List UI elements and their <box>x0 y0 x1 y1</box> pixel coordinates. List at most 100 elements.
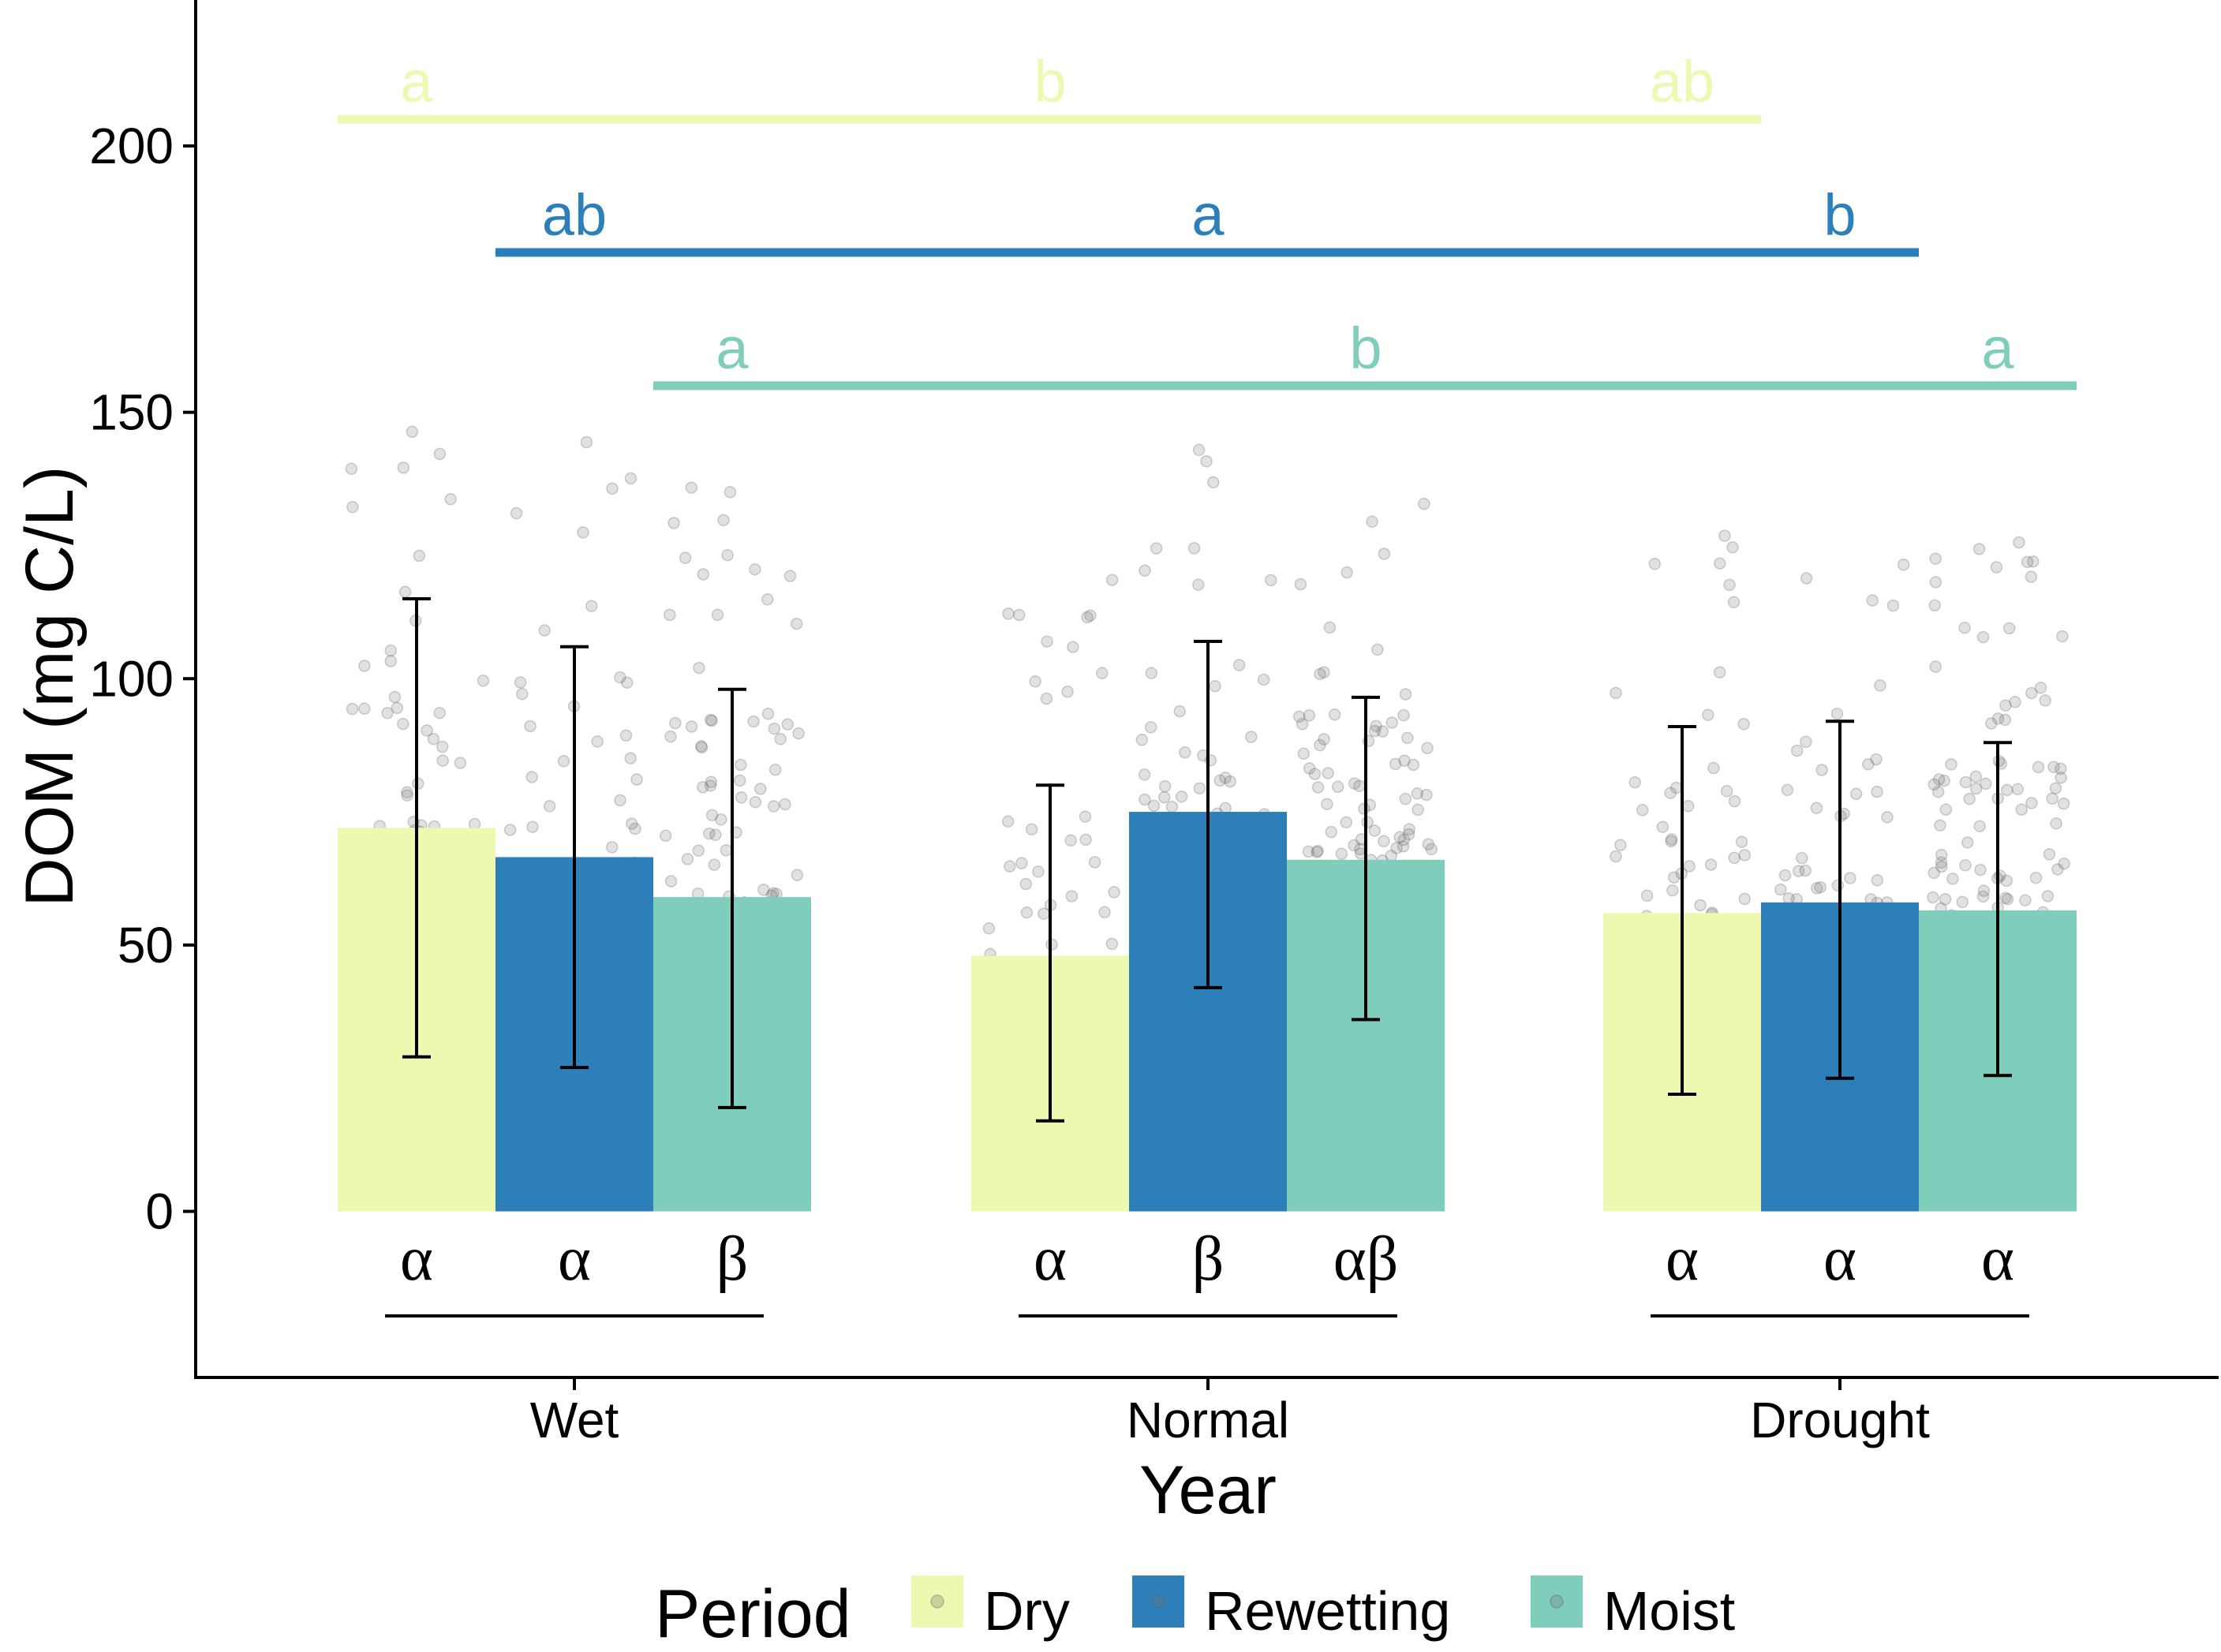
error-bar-dry-wet <box>402 596 431 1059</box>
data-point <box>2043 848 2056 861</box>
data-point <box>1224 775 1236 788</box>
data-point <box>1399 792 1412 805</box>
data-point <box>1371 643 1384 656</box>
legend-title: Period <box>655 1576 851 1648</box>
data-point <box>1040 692 1053 705</box>
data-point <box>1800 735 1812 749</box>
data-point <box>2013 536 2025 549</box>
data-point <box>1402 828 1415 841</box>
data-point <box>724 486 737 499</box>
data-point <box>2046 792 2058 805</box>
data-point <box>1999 891 2012 904</box>
data-point <box>1397 708 1410 722</box>
data-point <box>1726 541 1739 554</box>
y-tick-label: 0 <box>145 1183 174 1240</box>
data-point <box>693 661 705 675</box>
data-point <box>1179 746 1191 759</box>
data-point <box>1990 561 2003 574</box>
letter-dry-drought: ab <box>1650 49 1714 114</box>
data-point <box>1002 607 1015 620</box>
data-point <box>1019 877 1033 891</box>
data-point <box>749 563 761 576</box>
data-point <box>1173 705 1187 718</box>
data-point <box>427 732 440 746</box>
data-point <box>1866 594 1879 607</box>
data-point <box>783 570 797 582</box>
data-point <box>1265 574 1277 587</box>
legend: Period Dry Rewetting Moist <box>655 1575 1735 1652</box>
data-point <box>735 758 747 772</box>
data-point <box>711 608 724 622</box>
data-point <box>1795 851 1808 865</box>
data-point <box>1366 515 1378 528</box>
data-point <box>1728 794 1741 808</box>
data-point <box>1683 860 1696 873</box>
data-point <box>346 702 359 716</box>
data-point <box>1219 772 1232 784</box>
data-point <box>1831 879 1845 892</box>
data-point <box>1977 884 1991 897</box>
data-point <box>791 869 804 881</box>
data-point <box>1871 785 1883 798</box>
legend-label-dry: Dry <box>984 1580 1070 1642</box>
data-point <box>1411 787 1424 800</box>
data-point <box>1886 599 1900 612</box>
greek-letter-wet-rewetting: α <box>558 1224 591 1294</box>
data-point <box>1628 776 1641 789</box>
data-point <box>1322 767 1334 779</box>
data-point <box>1881 811 1894 824</box>
data-point <box>1614 839 1627 851</box>
data-point <box>1213 774 1227 787</box>
data-point <box>1946 873 1959 885</box>
data-point <box>1314 738 1326 752</box>
data-point <box>1376 725 1389 738</box>
data-point <box>629 822 641 835</box>
data-point <box>1929 660 1942 673</box>
data-point <box>2032 761 2045 774</box>
data-point <box>525 771 538 783</box>
data-point <box>1666 884 1679 897</box>
data-point <box>697 781 709 794</box>
data-point <box>606 482 619 495</box>
data-point <box>1378 548 1391 560</box>
y-tick-label: 200 <box>89 118 174 174</box>
data-point <box>433 706 446 719</box>
data-point <box>1335 847 1348 861</box>
legend-label-rewetting: Rewetting <box>1205 1580 1450 1642</box>
data-point <box>792 727 805 740</box>
data-point <box>1314 667 1326 681</box>
data-point <box>1175 790 1188 803</box>
data-point <box>1390 842 1403 854</box>
data-point <box>720 844 733 857</box>
data-point <box>2047 761 2060 774</box>
data-point <box>1961 836 1974 849</box>
data-point <box>1403 823 1416 835</box>
data-point <box>1945 758 1957 771</box>
data-point <box>1420 788 1433 802</box>
letter-dry-normal: b <box>1034 49 1066 114</box>
data-point <box>1147 799 1161 813</box>
data-point <box>1303 708 1316 722</box>
data-point <box>705 809 719 822</box>
data-point <box>1870 753 1883 766</box>
y-tick-label: 150 <box>89 384 174 441</box>
data-point <box>1976 890 1990 903</box>
data-point <box>1963 792 1976 805</box>
data-point <box>2015 803 2028 816</box>
data-point <box>454 757 467 769</box>
data-point <box>667 517 680 529</box>
data-point <box>358 660 371 672</box>
data-point <box>2027 555 2040 568</box>
data-point <box>1720 785 1733 798</box>
data-point <box>1973 820 1986 832</box>
data-point <box>2051 863 2064 876</box>
data-point <box>692 844 705 857</box>
data-point <box>391 701 404 715</box>
data-point <box>2057 797 2070 810</box>
data-point <box>708 858 721 871</box>
data-point <box>397 462 410 474</box>
data-point <box>2050 817 2062 830</box>
data-point <box>2001 783 2013 797</box>
data-point <box>1999 713 2012 727</box>
